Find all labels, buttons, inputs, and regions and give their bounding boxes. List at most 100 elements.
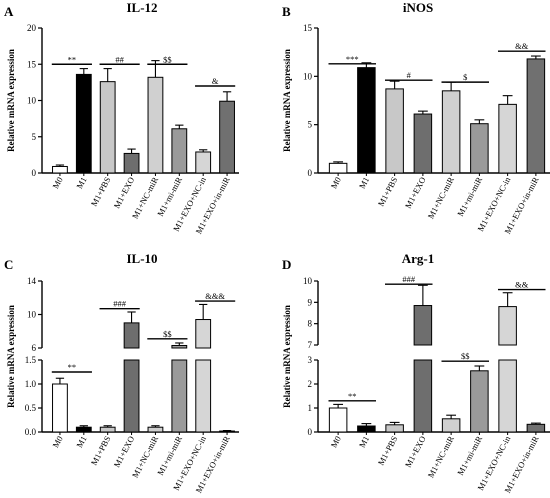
- significance-label: $$: [163, 329, 172, 339]
- y-axis-label: Relative mRNA expression: [282, 49, 292, 152]
- bar-M1+EXO+in-miR: [526, 423, 546, 433]
- y-tick-label: 10: [27, 310, 37, 320]
- bar-M1+NC-miR: [441, 90, 461, 174]
- y-tick-label: 8: [308, 319, 313, 329]
- bar-M1: [357, 67, 376, 174]
- x-tick-label: M0: [329, 175, 343, 190]
- bar-M1+NC-miR: [147, 76, 164, 174]
- significance-label: ##: [115, 54, 124, 64]
- y-tick-label: 1.5: [25, 355, 37, 365]
- significance-label: **: [348, 391, 357, 401]
- significance-label: &&: [515, 280, 529, 290]
- bar-M0: [328, 162, 348, 174]
- panel-label: B: [282, 4, 291, 19]
- x-tick-label: M1: [357, 434, 371, 449]
- significance-label: #: [407, 70, 412, 80]
- bar-M1+mi-miR: [171, 359, 188, 433]
- significance-label: &&&: [205, 291, 225, 301]
- bar-M1+EXO+NC-in: [195, 319, 212, 349]
- y-tick-label: 10: [303, 71, 313, 81]
- bar-M1+EXO+NC-in: [498, 359, 517, 433]
- y-tick-label: 10: [27, 96, 37, 106]
- significance-label: $$: [461, 351, 470, 361]
- y-tick-label: 1: [308, 403, 313, 413]
- x-tick-label: M1+PBS: [376, 175, 400, 208]
- bar-M1+mi-miR: [470, 123, 489, 174]
- y-tick-label: 0: [308, 427, 313, 437]
- bar-M1+EXO+NC-in: [498, 103, 517, 174]
- significance-label: ###: [402, 274, 416, 284]
- bar-M1+EXO+NC-in: [195, 359, 212, 433]
- x-tick-label: M1: [74, 175, 88, 190]
- y-tick-label: 3: [308, 355, 313, 365]
- x-tick-label: M1+EXO: [403, 175, 428, 210]
- panel-label: D: [282, 257, 291, 272]
- significance-label: ***: [346, 54, 359, 64]
- bar-M1+mi-miR: [171, 344, 188, 349]
- bar-M1+EXO: [413, 113, 433, 174]
- bar-M1+EXO: [123, 359, 140, 433]
- bar-M1+PBS: [99, 426, 116, 433]
- x-tick-label: M1+NC-miR: [426, 175, 457, 220]
- x-tick-label: M0: [329, 434, 343, 449]
- panel-label: A: [4, 4, 14, 19]
- y-tick-label: 15: [27, 59, 37, 69]
- x-tick-label: M0: [50, 434, 64, 449]
- bar-M1: [75, 73, 92, 174]
- bar-M1+PBS: [385, 88, 404, 174]
- significance-label: **: [68, 362, 77, 372]
- y-tick-label: 0.5: [25, 403, 37, 413]
- significance-label: $$: [163, 54, 172, 64]
- bar-M1+EXO: [123, 152, 140, 174]
- significance-label: **: [68, 54, 77, 64]
- bar-M0: [52, 165, 68, 174]
- y-tick-label: 10: [303, 276, 313, 286]
- bar-M1+PBS: [99, 81, 116, 174]
- bar-M1+NC-miR: [441, 418, 461, 433]
- bar-M1+EXO+in-miR: [219, 430, 235, 433]
- bar-M1+EXO+NC-in: [195, 151, 212, 174]
- panel-C: C IL-10 Relative mRNA expression 0.0 0.5 1.0 1…: [4, 251, 239, 495]
- x-tick-label: M1: [74, 434, 88, 449]
- bar-M1: [357, 425, 376, 433]
- y-axis-label: Relative mRNA expression: [282, 305, 292, 408]
- bar-M1+PBS: [385, 424, 404, 433]
- bar-M1+EXO: [413, 359, 433, 433]
- bar-M1+EXO+NC-in: [498, 306, 517, 346]
- x-tick-label: M1+PBS: [376, 434, 400, 467]
- significance-label: &&: [515, 41, 529, 51]
- bar-M1+EXO+in-miR: [219, 100, 235, 174]
- panel-A: A IL-12 Relative mRNA expression 0 5 10 15 20 M0…: [4, 0, 239, 236]
- y-tick-label: 20: [27, 23, 37, 33]
- x-tick-label: M1+NC-miR: [426, 434, 457, 479]
- y-tick-label: 2: [308, 379, 313, 389]
- y-tick-label: 0.0: [25, 427, 37, 437]
- y-tick-label: 5: [308, 120, 313, 130]
- x-tick-label: M0: [50, 175, 64, 190]
- significance-label: ###: [113, 299, 127, 309]
- y-tick-label: 1.0: [25, 379, 37, 389]
- bar-M1: [75, 426, 92, 433]
- bar-M0: [328, 407, 348, 433]
- y-tick-label: 0: [32, 168, 37, 178]
- bar-M1+mi-miR: [171, 128, 188, 174]
- x-tick-label: M1+EXO: [112, 434, 137, 469]
- y-tick-label: 5: [32, 132, 37, 142]
- bar-M1+mi-miR: [470, 370, 489, 433]
- chart-title: iNOS: [403, 0, 433, 15]
- x-tick-label: M1: [357, 175, 371, 190]
- x-tick-label: M1+mi-miR: [455, 175, 484, 218]
- y-tick-label: 0: [308, 168, 313, 178]
- bar-M1+EXO+in-miR: [526, 58, 546, 174]
- y-tick-label: 7: [308, 340, 313, 350]
- bar-M1+EXO: [123, 322, 140, 349]
- y-tick-label: 15: [303, 23, 313, 33]
- x-tick-label: M1+EXO: [112, 175, 137, 210]
- significance-label: $: [463, 72, 467, 82]
- bar-M0: [52, 383, 68, 433]
- panel-label: C: [4, 257, 13, 272]
- y-axis-label: Relative mRNA expression: [6, 49, 16, 152]
- x-tick-label: M1+EXO: [403, 434, 428, 469]
- bar-M1+NC-miR: [147, 426, 164, 433]
